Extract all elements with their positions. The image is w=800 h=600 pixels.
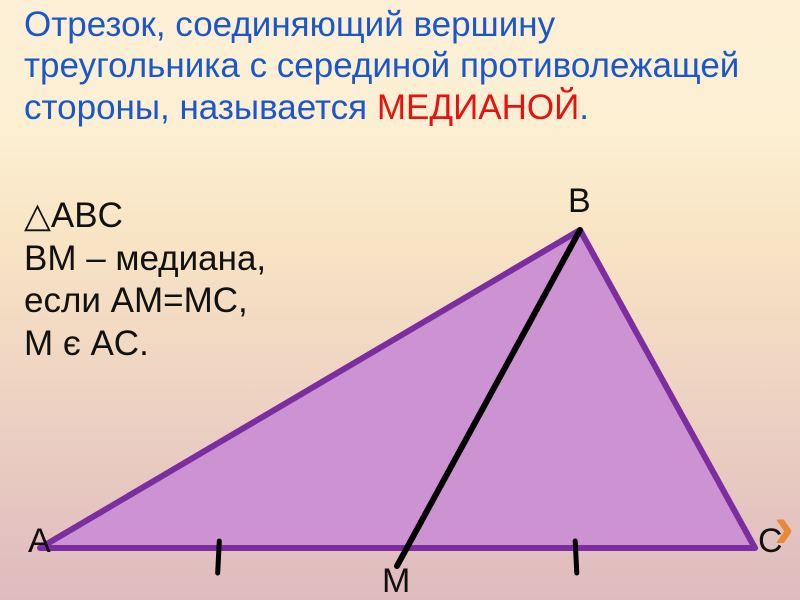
vertex-label-m: M <box>382 562 410 600</box>
vertex-label-a: A <box>28 522 51 561</box>
tick-mc <box>575 541 577 573</box>
tick-am <box>218 541 220 573</box>
next-chevron-icon[interactable]: › <box>774 492 794 561</box>
triangle-abc <box>40 230 755 548</box>
triangle-figure <box>0 0 800 600</box>
slide-background: Отрезок, соединяющий вершину треугольник… <box>0 0 800 600</box>
vertex-label-b: B <box>568 182 591 221</box>
